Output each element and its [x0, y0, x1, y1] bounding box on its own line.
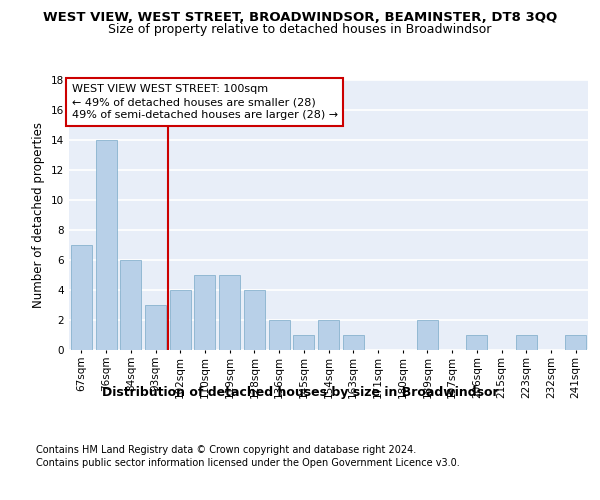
Text: WEST VIEW, WEST STREET, BROADWINDSOR, BEAMINSTER, DT8 3QQ: WEST VIEW, WEST STREET, BROADWINDSOR, BE…	[43, 11, 557, 24]
Bar	[244, 290, 265, 350]
Text: Contains HM Land Registry data © Crown copyright and database right 2024.: Contains HM Land Registry data © Crown c…	[36, 445, 416, 455]
Bar	[170, 290, 191, 350]
Text: WEST VIEW WEST STREET: 100sqm
← 49% of detached houses are smaller (28)
49% of s: WEST VIEW WEST STREET: 100sqm ← 49% of d…	[71, 84, 338, 120]
Bar	[565, 335, 586, 350]
Bar	[120, 260, 141, 350]
Bar	[343, 335, 364, 350]
Bar	[269, 320, 290, 350]
Bar	[95, 140, 116, 350]
Bar	[194, 275, 215, 350]
Bar	[71, 245, 92, 350]
Text: Distribution of detached houses by size in Broadwindsor: Distribution of detached houses by size …	[101, 386, 499, 399]
Text: Contains public sector information licensed under the Open Government Licence v3: Contains public sector information licen…	[36, 458, 460, 468]
Bar	[417, 320, 438, 350]
Bar	[516, 335, 537, 350]
Y-axis label: Number of detached properties: Number of detached properties	[32, 122, 46, 308]
Bar	[219, 275, 240, 350]
Bar	[318, 320, 339, 350]
Bar	[145, 305, 166, 350]
Text: Size of property relative to detached houses in Broadwindsor: Size of property relative to detached ho…	[109, 24, 491, 36]
Bar	[293, 335, 314, 350]
Bar	[466, 335, 487, 350]
